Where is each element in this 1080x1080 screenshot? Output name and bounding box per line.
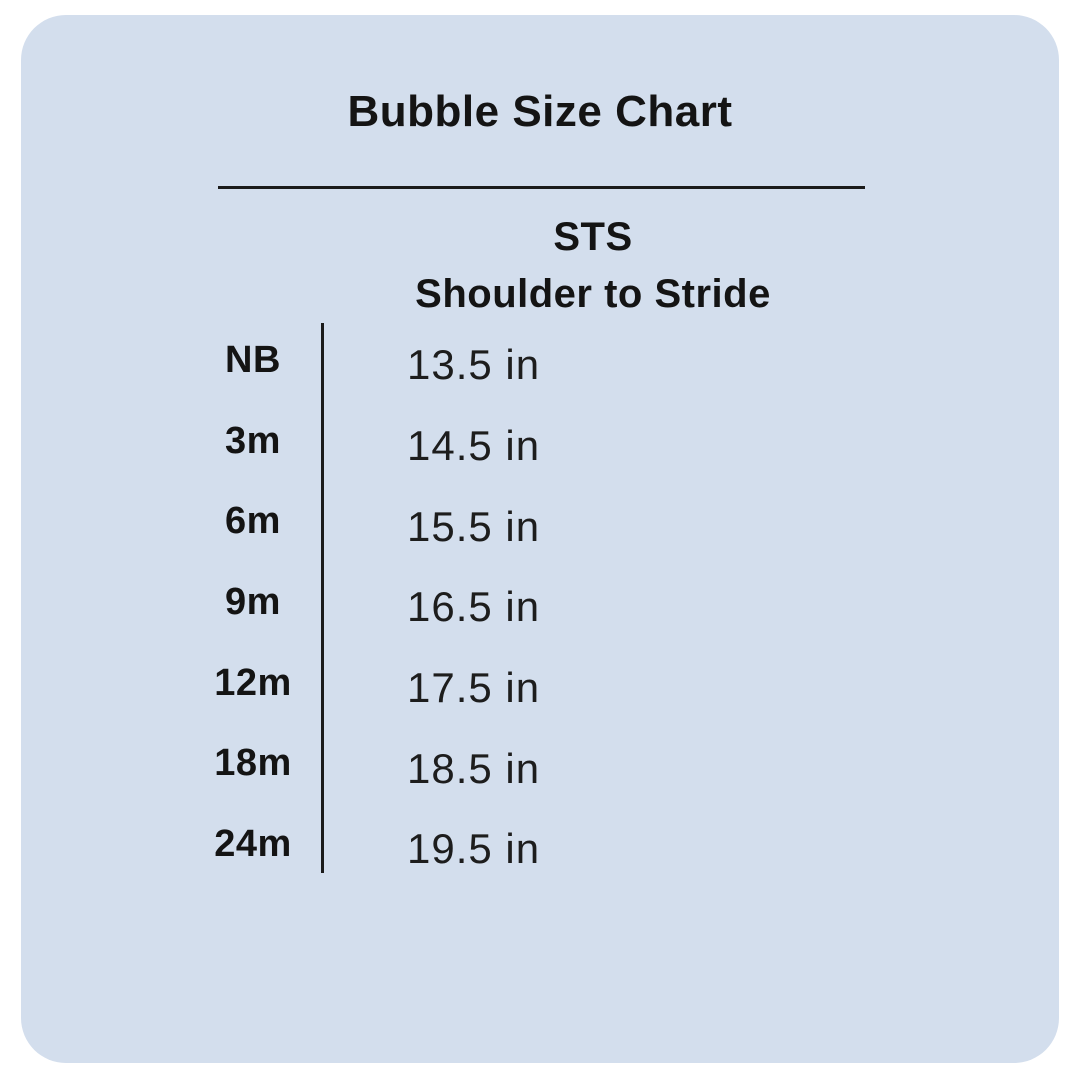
size-label: 24m: [214, 822, 292, 865]
measurement-full-name: Shoulder to Stride: [415, 272, 771, 316]
measurement-value: 15.5 in: [407, 502, 541, 550]
size-chart-card: Bubble Size Chart STS Shoulder to Stride…: [21, 15, 1059, 1063]
measurement-value: 18.5 in: [407, 744, 541, 792]
size-label: 18m: [214, 742, 292, 785]
measurement-value: 19.5 in: [407, 825, 541, 873]
size-label: 9m: [225, 580, 281, 623]
measurement-abbreviation: STS: [553, 215, 633, 259]
measurement-value: 17.5 in: [407, 664, 541, 712]
size-label: NB: [225, 338, 281, 381]
table-vertical-rule: [321, 323, 324, 873]
size-label: 3m: [225, 419, 281, 462]
chart-title: Bubble Size Chart: [347, 87, 733, 136]
measurement-value: 16.5 in: [407, 583, 541, 631]
size-label: 12m: [214, 661, 292, 704]
measurement-column-header: STS Shoulder to Stride: [408, 209, 778, 323]
measurement-value: 14.5 in: [407, 422, 541, 470]
size-table: NB 13.5 in 3m 14.5 in 6m 15.5 in 9m 16.5…: [184, 320, 792, 885]
measurement-value: 13.5 in: [407, 341, 541, 389]
size-label: 6m: [225, 500, 281, 543]
title-divider: [218, 186, 865, 189]
